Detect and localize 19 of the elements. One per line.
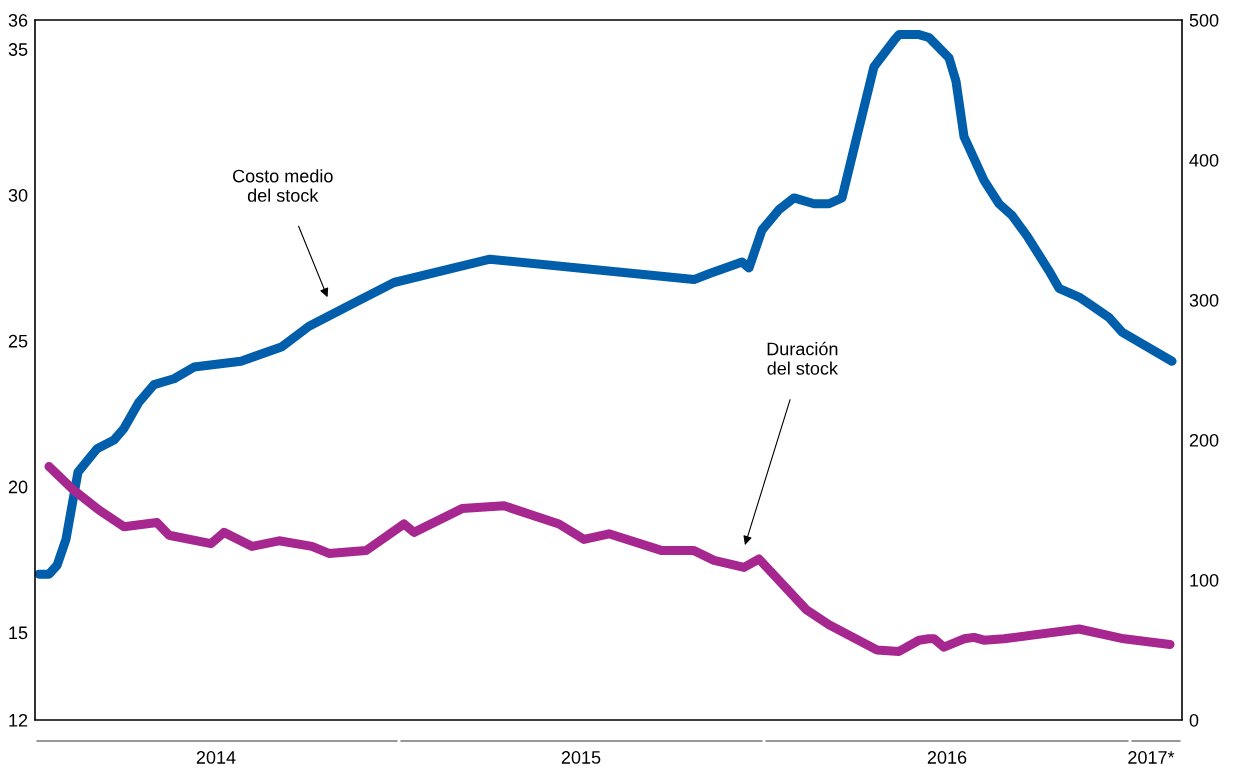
y-tick-label: 12 [9, 713, 28, 727]
y-tick-label: 30 [8, 188, 28, 202]
annotation: Costo medio del stock [232, 169, 333, 202]
x-tick-label: 2016 [927, 751, 967, 764]
x-tick-label: 2015 [561, 751, 601, 764]
y2-tick-label: 500 [1189, 13, 1219, 27]
y-tick-label: 15 [9, 626, 28, 640]
y2-tick-label: 0 [1189, 713, 1199, 727]
x-tick-label: 2017* [1128, 751, 1175, 764]
x-tick-label: 2014 [196, 751, 236, 764]
y-tick-label: 36 [8, 13, 28, 27]
y-tick-label: 20 [8, 480, 28, 494]
y2-tick-label: 300 [1189, 293, 1219, 307]
y2-tick-label: 200 [1189, 433, 1219, 447]
annotation: Duración del stock [767, 341, 838, 375]
y-tick-label: 35 [8, 43, 28, 56]
y2-tick-label: 400 [1189, 153, 1219, 167]
y2-tick-label: 100 [1190, 573, 1219, 587]
y-tick-label: 25 [8, 334, 28, 348]
